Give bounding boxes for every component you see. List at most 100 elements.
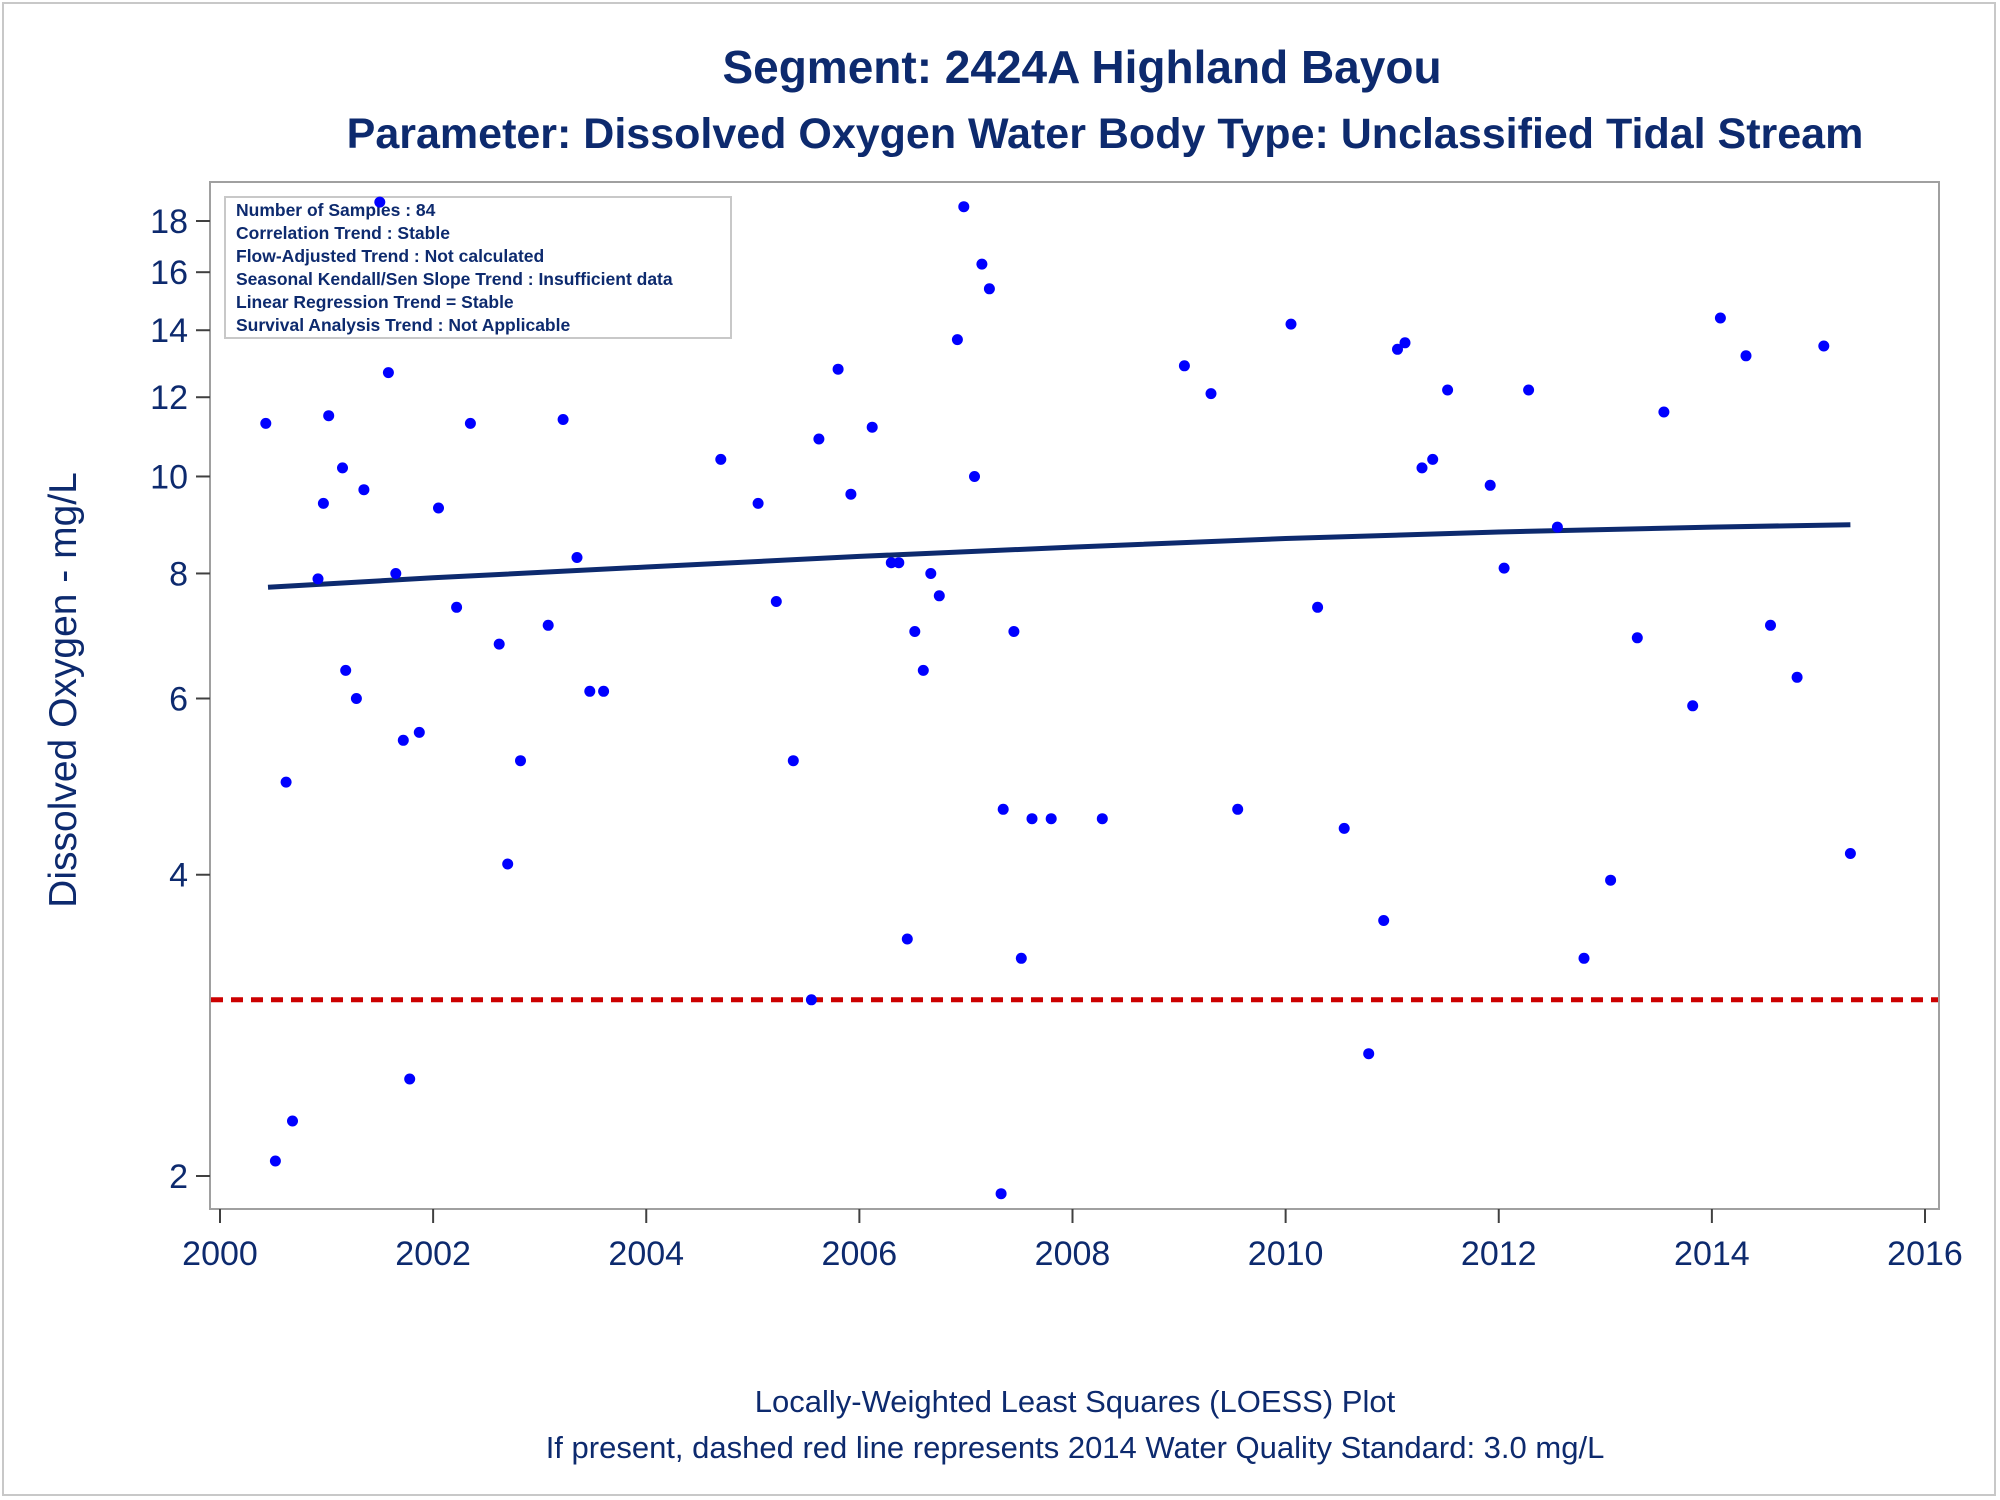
data-point <box>1844 848 1856 859</box>
data-point <box>260 417 272 429</box>
data-point <box>502 858 514 870</box>
data-point <box>787 755 799 767</box>
data-point <box>1551 521 1563 533</box>
stats-line-flow-adjusted: Flow-Adjusted Trend : Not calculated <box>236 246 544 266</box>
y-axis-label: Dissolved Oxygen - mg/L <box>42 472 85 908</box>
y-tick-label: 16 <box>150 254 188 292</box>
data-point <box>917 664 929 676</box>
data-point <box>1687 700 1699 712</box>
data-point <box>1008 626 1020 637</box>
data-point <box>901 933 913 945</box>
data-point <box>382 367 394 379</box>
footer-line-2: If present, dashed red line represents 2… <box>546 1430 1605 1465</box>
stats-line-samples: Number of Samples : 84 <box>236 200 436 220</box>
data-point <box>317 497 329 509</box>
data-point <box>752 497 764 509</box>
y-axis: 2 4 6 8 10 12 14 16 18 <box>150 203 210 1196</box>
data-point <box>397 734 409 746</box>
x-axis: 2000 2002 2004 2006 2008 2010 2012 2014 2016 <box>182 1209 1963 1273</box>
data-point <box>933 590 945 602</box>
data-point <box>1442 384 1454 396</box>
data-point <box>350 693 362 704</box>
data-point <box>269 1155 281 1167</box>
x-tick-label: 2010 <box>1248 1235 1324 1273</box>
data-point <box>1427 453 1439 465</box>
data-point <box>323 410 335 422</box>
data-point <box>287 1115 298 1127</box>
y-tick-label: 14 <box>150 312 188 350</box>
chart-title: Segment: 2424A Highland Bayou <box>722 41 1441 93</box>
data-point <box>813 433 825 445</box>
footer-line-1: Locally-Weighted Least Squares (LOESS) P… <box>755 1384 1396 1419</box>
x-tick-label: 2000 <box>182 1235 258 1273</box>
stats-line-linear-regression: Linear Regression Trend = Stable <box>236 292 514 312</box>
data-point <box>337 462 348 474</box>
data-point <box>1791 671 1803 683</box>
y-tick-label: 18 <box>150 203 188 241</box>
stats-box-border <box>224 196 732 339</box>
data-point <box>584 685 596 697</box>
data-point <box>1399 337 1411 349</box>
stats-line-seasonal-kendall: Seasonal Kendall/Sen Slope Trend : Insuf… <box>236 269 673 289</box>
data-point <box>1232 803 1244 815</box>
y-tick-label: 6 <box>169 681 188 719</box>
loess-trend-line <box>267 522 1851 590</box>
chart-marks <box>211 196 1938 1200</box>
x-tick-label: 2016 <box>1887 1235 1963 1273</box>
data-point <box>1523 384 1535 396</box>
data-point <box>390 568 402 579</box>
data-point <box>1045 813 1057 825</box>
data-point <box>893 557 905 569</box>
data-point <box>958 201 970 213</box>
y-tick-label: 8 <box>169 555 188 593</box>
data-point <box>598 685 610 697</box>
x-tick-label: 2006 <box>822 1235 898 1273</box>
data-point <box>995 1188 1007 1200</box>
plot-area-frame <box>209 181 1940 1210</box>
data-point <box>358 484 370 496</box>
y-tick-label: 4 <box>169 857 188 895</box>
data-point <box>557 414 569 425</box>
data-point <box>805 994 817 1006</box>
data-point <box>280 776 292 788</box>
stats-box: Number of Samples : 84 Correlation Trend… <box>224 196 732 339</box>
stats-line-survival: Survival Analysis Trend : Not Applicable <box>236 315 570 335</box>
data-point <box>1205 388 1217 400</box>
data-point <box>951 334 963 346</box>
x-tick-label: 2004 <box>608 1235 684 1273</box>
data-point <box>925 568 937 579</box>
data-point <box>969 471 980 482</box>
x-tick-label: 2014 <box>1674 1235 1750 1273</box>
data-point <box>571 552 583 563</box>
x-tick-label: 2002 <box>395 1235 471 1273</box>
data-point <box>464 417 476 429</box>
data-point <box>451 601 463 613</box>
data-point <box>1605 874 1617 886</box>
data-point <box>1498 562 1510 574</box>
data-point <box>1765 619 1776 631</box>
data-point <box>1740 350 1752 362</box>
y-tick-label: 12 <box>150 379 188 417</box>
data-point <box>1338 822 1350 834</box>
data-point <box>1312 601 1324 613</box>
data-point <box>1484 479 1496 491</box>
data-point <box>413 726 425 738</box>
data-point <box>542 619 554 631</box>
data-point <box>832 363 844 375</box>
y-tick-label: 10 <box>150 458 188 496</box>
data-point <box>1378 915 1390 926</box>
data-point <box>715 453 727 465</box>
data-point <box>1818 340 1830 352</box>
data-point <box>1026 813 1038 825</box>
data-point <box>1285 318 1297 330</box>
x-tick-label: 2012 <box>1461 1235 1537 1273</box>
data-point <box>433 502 444 514</box>
data-point <box>1015 952 1027 964</box>
data-point <box>1578 952 1590 964</box>
data-point <box>1392 343 1403 355</box>
data-point <box>404 1073 416 1085</box>
data-point <box>493 638 505 650</box>
data-point <box>1416 462 1428 474</box>
